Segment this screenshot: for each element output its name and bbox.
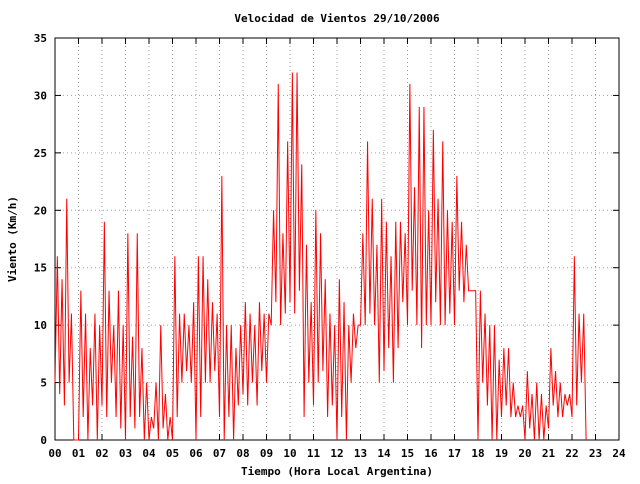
x-axis-label: Tiempo (Hora Local Argentina) [241,465,433,478]
x-tick-label: 03 [119,447,132,460]
x-tick-label: 08 [236,447,249,460]
x-tick-label: 18 [471,447,484,460]
x-tick-label: 20 [518,447,531,460]
y-tick-label: 15 [34,262,47,275]
x-tick-label: 12 [330,447,343,460]
x-tick-label: 23 [589,447,602,460]
x-tick-label: 04 [142,447,156,460]
x-tick-label: 19 [495,447,508,460]
x-tick-label: 13 [354,447,367,460]
y-tick-label: 35 [34,32,47,45]
y-tick-label: 5 [40,377,47,390]
chart-title: Velocidad de Vientos 29/10/2006 [234,12,440,25]
y-tick-label: 0 [40,434,47,447]
x-tick-label: 17 [448,447,461,460]
y-tick-label: 20 [34,204,47,217]
y-tick-label: 25 [34,147,47,160]
x-tick-label: 05 [166,447,179,460]
y-tick-label: 10 [34,319,47,332]
x-tick-label: 15 [401,447,414,460]
x-tick-label: 01 [72,447,86,460]
x-tick-label: 07 [213,447,226,460]
data-line [54,72,587,441]
x-tick-label: 00 [48,447,61,460]
x-tick-label: 22 [565,447,578,460]
x-tick-label: 14 [377,447,391,460]
x-tick-label: 02 [95,447,108,460]
y-axis-label: Viento (Km/h) [6,196,19,282]
x-tick-label: 09 [260,447,273,460]
x-tick-label: 21 [542,447,556,460]
x-tick-label: 16 [424,447,438,460]
y-tick-label: 30 [34,89,47,102]
x-tick-label: 10 [283,447,296,460]
x-tick-label: 24 [612,447,626,460]
x-tick-label: 11 [307,447,321,460]
x-tick-label: 06 [189,447,203,460]
